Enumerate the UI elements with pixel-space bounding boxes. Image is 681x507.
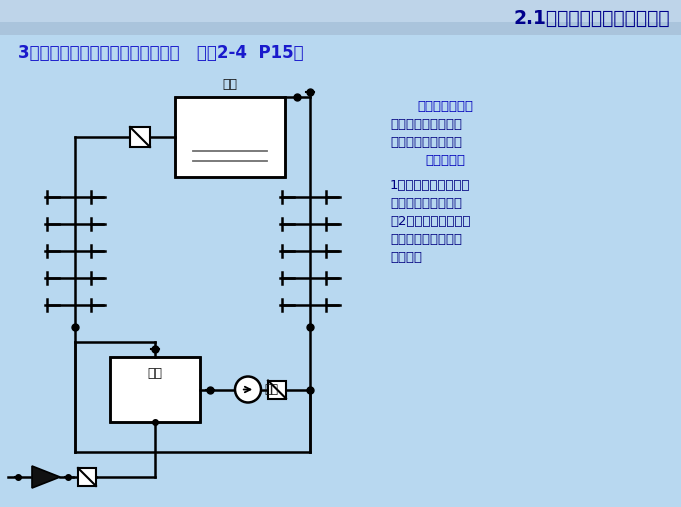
Text: ；2）通过水箱调节供: ；2）通过水箱调节供 (390, 215, 471, 228)
Text: 2.1建筑给水系统和给水方式: 2.1建筑给水系统和给水方式 (513, 9, 670, 27)
Bar (112, 385, 198, 420)
Bar (0, 0, 681, 35)
Bar (78, 468, 96, 486)
Text: 的水压经常性不足且: 的水压经常性不足且 (390, 118, 462, 131)
Circle shape (235, 377, 261, 403)
Text: 3．设水池、水泵、水箱的给水方式   （图2-4  P15）: 3．设水池、水泵、水箱的给水方式 （图2-4 P15） (18, 44, 304, 62)
Bar (110, 357, 200, 422)
Bar (176, 98, 283, 133)
Text: 1）由水泵向水箱及时: 1）由水泵向水箱及时 (390, 179, 471, 192)
Bar (268, 380, 286, 399)
Text: 水箱: 水箱 (223, 78, 238, 91)
Bar (130, 127, 150, 147)
Polygon shape (32, 466, 60, 488)
Text: 供水，保证系统水压: 供水，保证系统水压 (390, 197, 462, 210)
Text: 衡流量。: 衡流量。 (390, 251, 422, 264)
Bar (176, 133, 283, 175)
Text: 水和用水之间的不平: 水和用水之间的不平 (390, 233, 462, 246)
Text: 建筑内部用水不均匀: 建筑内部用水不均匀 (390, 136, 462, 149)
Text: 主要特点：: 主要特点： (425, 154, 465, 167)
Bar (110, 357, 200, 422)
Bar (0, 0, 681, 22)
Bar (175, 97, 285, 177)
Text: 水泵: 水泵 (264, 383, 278, 396)
Text: 适用条件：外网: 适用条件：外网 (417, 100, 473, 113)
Text: 水池: 水池 (148, 367, 163, 380)
Bar (175, 97, 285, 177)
